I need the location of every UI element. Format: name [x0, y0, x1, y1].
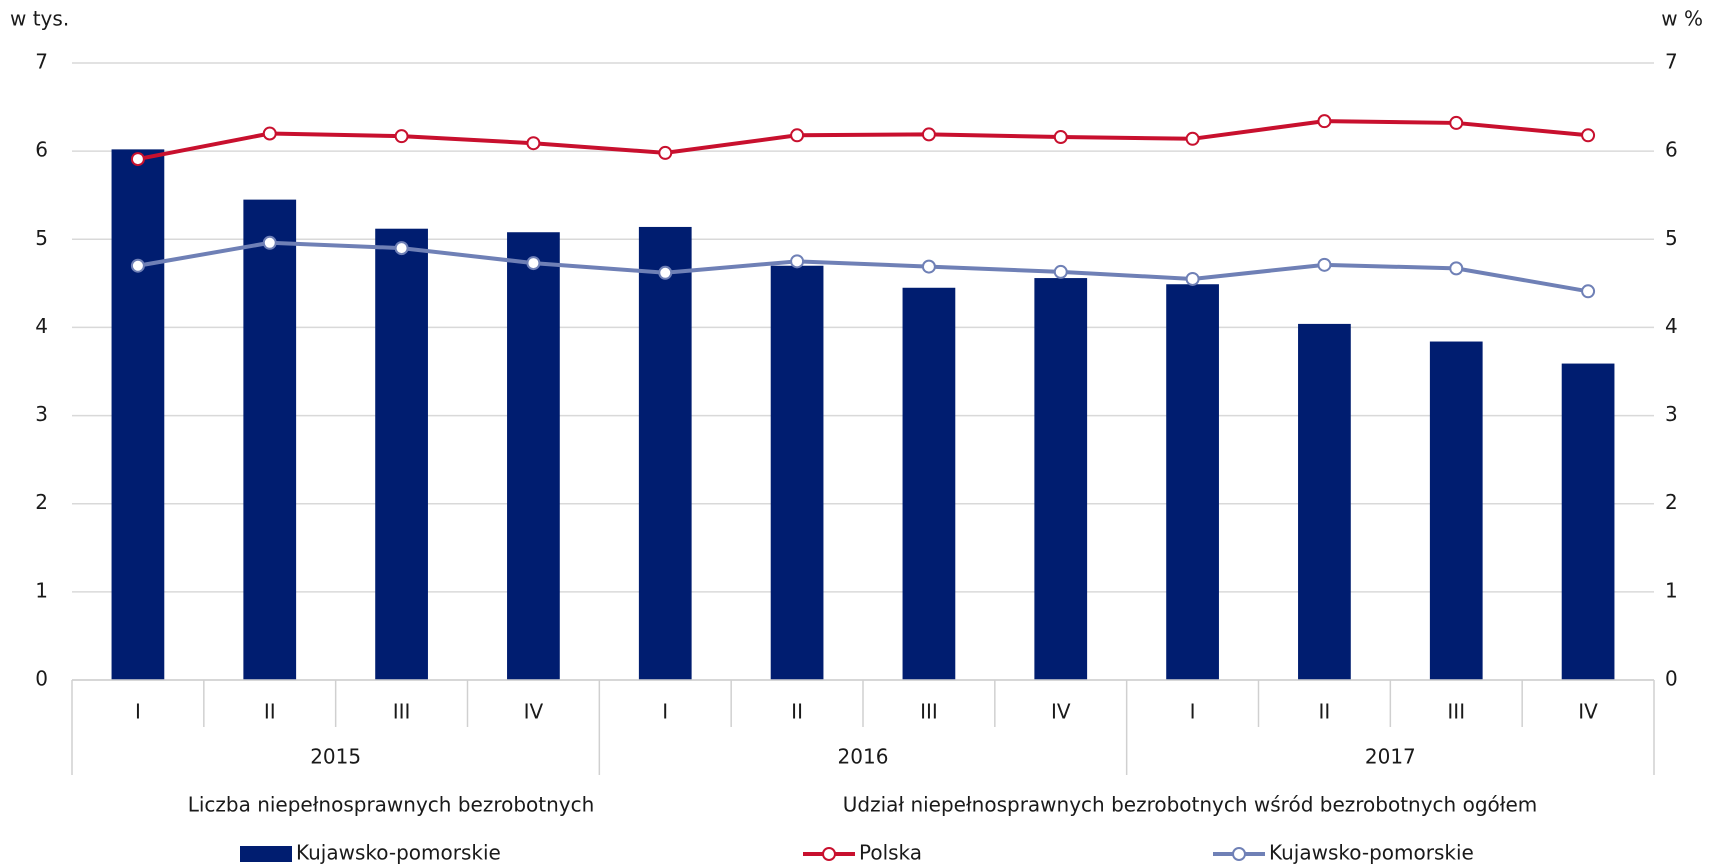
- y-tick-label: 4: [35, 314, 48, 338]
- bar: [507, 232, 560, 680]
- marker: [526, 136, 541, 151]
- y-tick-label: 0: [35, 667, 48, 691]
- marker: [1317, 257, 1332, 272]
- y-tick-label: 5: [35, 226, 48, 250]
- legend-swatch: [1232, 847, 1246, 861]
- group-label: 2017: [1365, 745, 1416, 769]
- marker: [262, 235, 277, 250]
- y-axis-label: w tys.: [10, 7, 69, 31]
- y2-tick-label: 5: [1665, 226, 1678, 250]
- marker: [658, 265, 673, 280]
- line: [137, 240, 1589, 294]
- bar: [1429, 341, 1483, 680]
- marker: [921, 127, 936, 142]
- marker: [1581, 128, 1596, 143]
- group-label: 2015: [310, 745, 361, 769]
- legend-label: Kujawsko-pomorskie: [1269, 841, 1474, 865]
- x-tick-label: I: [1190, 700, 1196, 724]
- legend-title: Udział niepełnosprawnych bezrobotnych wś…: [843, 793, 1537, 817]
- legend-swatch: [240, 846, 292, 862]
- legend-swatch: [822, 847, 836, 861]
- marker: [1449, 115, 1464, 130]
- bar: [375, 228, 428, 681]
- y2-tick-label: 2: [1665, 490, 1678, 514]
- marker: [526, 256, 541, 271]
- marker: [394, 241, 409, 256]
- marker: [790, 254, 805, 269]
- y2-tick-label: 3: [1665, 402, 1678, 426]
- marker: [1317, 114, 1332, 129]
- y2-tick-label: 6: [1665, 138, 1678, 162]
- y-tick-label: 1: [35, 578, 48, 602]
- bar: [638, 226, 692, 680]
- x-tick-label: IV: [1578, 700, 1598, 724]
- marker: [262, 126, 277, 141]
- legend-label: Kujawsko-pomorskie: [296, 841, 501, 865]
- legend-title: Liczba niepełnosprawnych bezrobotnych: [188, 793, 595, 817]
- y2-tick-label: 4: [1665, 314, 1678, 338]
- x-tick-label: IV: [1051, 700, 1071, 724]
- marker: [1449, 261, 1464, 276]
- legend-label: Polska: [859, 841, 922, 865]
- bar: [243, 199, 297, 680]
- y2-axis-label: w %: [1661, 7, 1703, 31]
- marker: [1185, 271, 1200, 286]
- line: [137, 119, 1589, 162]
- marker: [394, 129, 409, 144]
- group-label: 2016: [838, 745, 889, 769]
- marker: [130, 152, 145, 167]
- bar: [1034, 278, 1088, 680]
- marker: [1185, 131, 1200, 146]
- x-tick-label: III: [920, 700, 938, 724]
- bar: [1298, 323, 1351, 680]
- y-tick-label: 3: [35, 402, 48, 426]
- x-tick-label: IV: [524, 700, 544, 724]
- bar: [111, 149, 165, 680]
- x-tick-label: III: [1447, 700, 1465, 724]
- y2-tick-label: 0: [1665, 667, 1678, 691]
- x-tick-label: I: [135, 700, 141, 724]
- marker: [790, 128, 805, 143]
- bar: [1166, 284, 1219, 680]
- x-tick-label: II: [791, 700, 803, 724]
- x-tick-label: III: [393, 700, 411, 724]
- y2-tick-label: 1: [1665, 578, 1678, 602]
- bar: [902, 287, 956, 680]
- marker: [1053, 264, 1068, 279]
- x-tick-label: II: [1319, 700, 1331, 724]
- x-tick-label: I: [662, 700, 668, 724]
- marker: [130, 258, 145, 273]
- y2-tick-label: 7: [1665, 50, 1678, 74]
- y-tick-label: 6: [35, 138, 48, 162]
- marker: [658, 145, 673, 160]
- bar: [770, 265, 824, 680]
- marker: [1053, 130, 1068, 145]
- y-tick-label: 7: [35, 50, 48, 74]
- y-tick-label: 2: [35, 490, 48, 514]
- marker: [921, 259, 936, 274]
- bar: [1561, 363, 1615, 680]
- x-tick-label: II: [264, 700, 276, 724]
- marker: [1581, 284, 1596, 299]
